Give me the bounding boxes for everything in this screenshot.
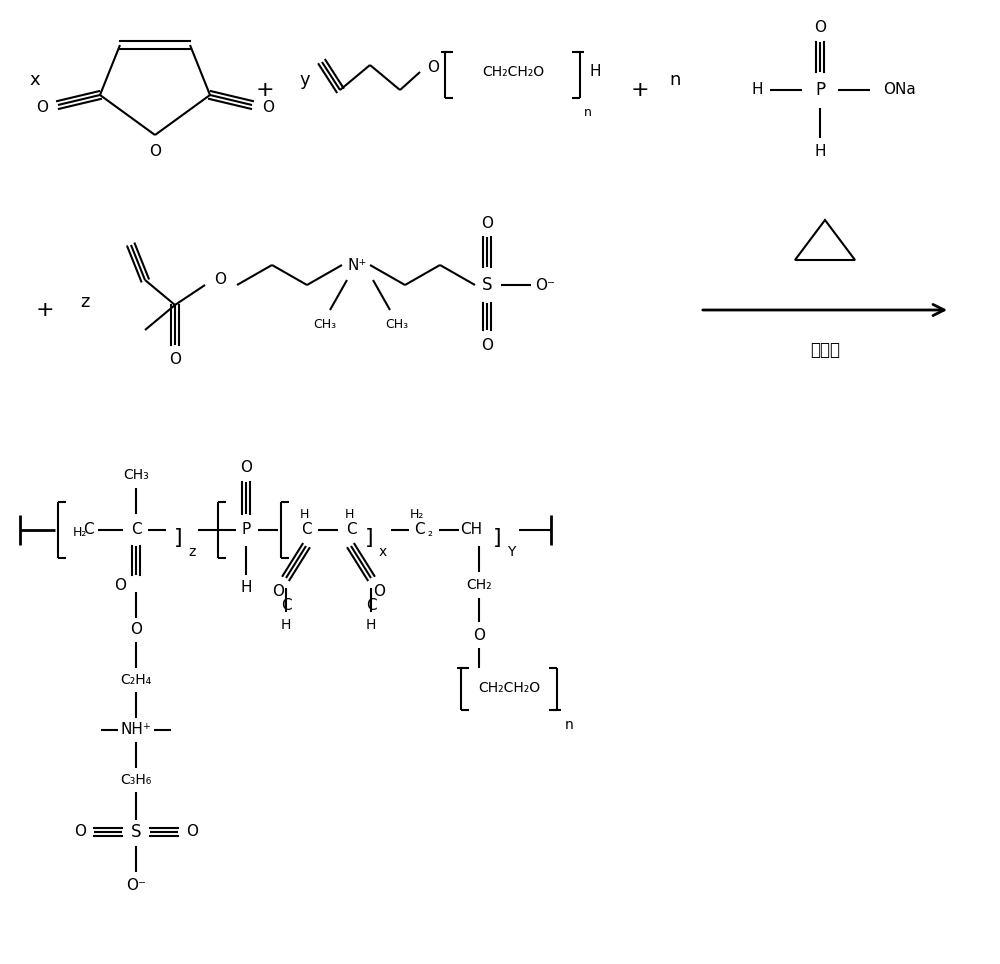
Text: O: O <box>114 578 126 594</box>
Text: O: O <box>481 216 493 230</box>
Text: H: H <box>344 508 354 522</box>
Text: S: S <box>131 823 141 841</box>
Text: ]: ] <box>174 528 182 548</box>
Text: n: n <box>565 718 573 732</box>
Text: O: O <box>481 337 493 353</box>
Text: O: O <box>36 100 48 116</box>
Text: O: O <box>74 824 86 840</box>
Text: C: C <box>414 522 424 538</box>
Text: z: z <box>188 545 196 559</box>
Text: CH₂CH₂O: CH₂CH₂O <box>482 65 544 79</box>
Text: P: P <box>815 81 825 99</box>
Text: H₂: H₂ <box>73 525 87 539</box>
Text: H: H <box>751 83 763 97</box>
Text: CH₂CH₂O: CH₂CH₂O <box>478 681 540 695</box>
Text: H: H <box>589 65 601 79</box>
Text: Y: Y <box>507 545 515 559</box>
Text: O: O <box>427 60 439 74</box>
Text: H: H <box>299 508 309 522</box>
Text: C: C <box>366 598 376 612</box>
Text: CH₂: CH₂ <box>466 578 492 592</box>
Text: O: O <box>473 628 485 642</box>
Text: +: + <box>36 300 54 320</box>
Text: NH⁺: NH⁺ <box>121 722 151 737</box>
Text: H: H <box>281 618 291 632</box>
Text: C₃H₆: C₃H₆ <box>120 773 152 787</box>
Text: H: H <box>366 618 376 632</box>
Text: O: O <box>149 144 161 158</box>
Text: ]: ] <box>365 528 373 548</box>
Text: N⁺: N⁺ <box>347 257 367 273</box>
Text: P: P <box>241 522 251 538</box>
Text: O: O <box>240 461 252 475</box>
Text: O⁻: O⁻ <box>126 877 146 893</box>
Text: +: + <box>631 80 649 100</box>
Text: O: O <box>262 100 274 116</box>
Text: O: O <box>130 623 142 637</box>
Text: S: S <box>482 276 492 294</box>
Text: O: O <box>169 353 181 367</box>
Text: H₂: H₂ <box>410 508 424 522</box>
Text: C₂H₄: C₂H₄ <box>120 673 152 687</box>
Text: C: C <box>301 522 311 538</box>
Text: H: H <box>240 580 252 596</box>
Text: ONa: ONa <box>884 83 916 97</box>
Text: O: O <box>814 20 826 36</box>
Text: +: + <box>256 80 274 100</box>
Text: y: y <box>300 71 310 89</box>
Text: C: C <box>346 522 356 538</box>
Text: C: C <box>131 522 141 538</box>
Text: n: n <box>584 105 592 119</box>
Text: CH₃: CH₃ <box>313 318 337 332</box>
Text: O: O <box>186 824 198 840</box>
Text: O: O <box>373 584 385 600</box>
Text: CH₃: CH₃ <box>385 318 409 332</box>
Text: x: x <box>379 545 387 559</box>
Text: CH: CH <box>460 522 482 538</box>
Text: ]: ] <box>493 528 501 548</box>
Text: O⁻: O⁻ <box>535 278 555 292</box>
Text: CH₃: CH₃ <box>123 468 149 482</box>
Text: H: H <box>814 145 826 159</box>
Text: n: n <box>669 71 681 89</box>
Text: C: C <box>83 522 93 538</box>
Text: O: O <box>272 584 284 600</box>
Text: z: z <box>80 293 90 311</box>
Text: ₂: ₂ <box>428 525 432 539</box>
Text: O: O <box>214 273 226 287</box>
Text: x: x <box>30 71 40 89</box>
Text: C: C <box>281 598 291 612</box>
Text: 引发剂: 引发剂 <box>810 341 840 359</box>
